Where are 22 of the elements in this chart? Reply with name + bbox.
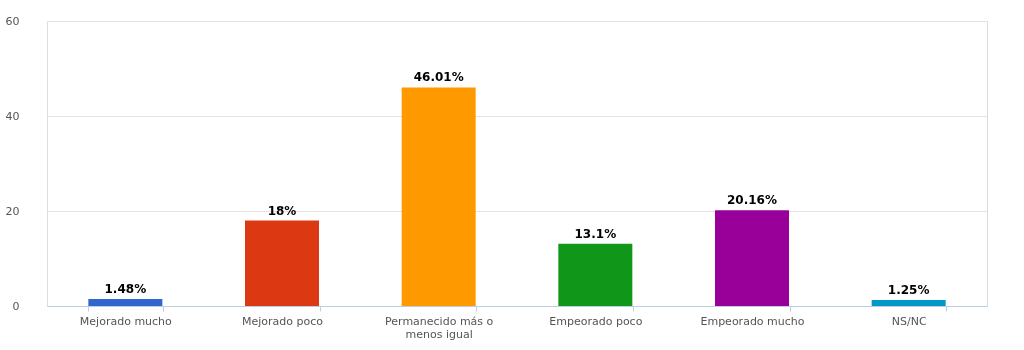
x-tick-label: Empeorado mucho (700, 314, 805, 328)
data-label: 46.01% (413, 70, 464, 85)
bar (558, 243, 633, 306)
bar (715, 210, 789, 306)
data-label: 1.25% (887, 283, 930, 298)
bar (401, 87, 476, 306)
bar (245, 220, 319, 306)
y-tick-label: 0 (12, 299, 20, 313)
data-label: 18% (267, 203, 297, 218)
data-label: 13.1% (574, 226, 617, 241)
bar (871, 300, 946, 306)
y-tick-label: 20 (5, 204, 20, 218)
x-tick-label: Empeorado poco (549, 314, 643, 328)
data-label: 20.16% (727, 193, 777, 208)
x-tick-label: Mejorado poco (241, 314, 324, 328)
x-tick-label: Permanecido más o menos igual (385, 314, 494, 341)
bar (88, 298, 163, 306)
y-tick-label: 40 (5, 109, 20, 123)
y-tick-label: 60 (5, 14, 20, 28)
data-label: 1.48% (104, 281, 147, 296)
x-tick-label: NS/NC (891, 314, 927, 328)
x-tick-label: Mejorado mucho (79, 314, 173, 328)
